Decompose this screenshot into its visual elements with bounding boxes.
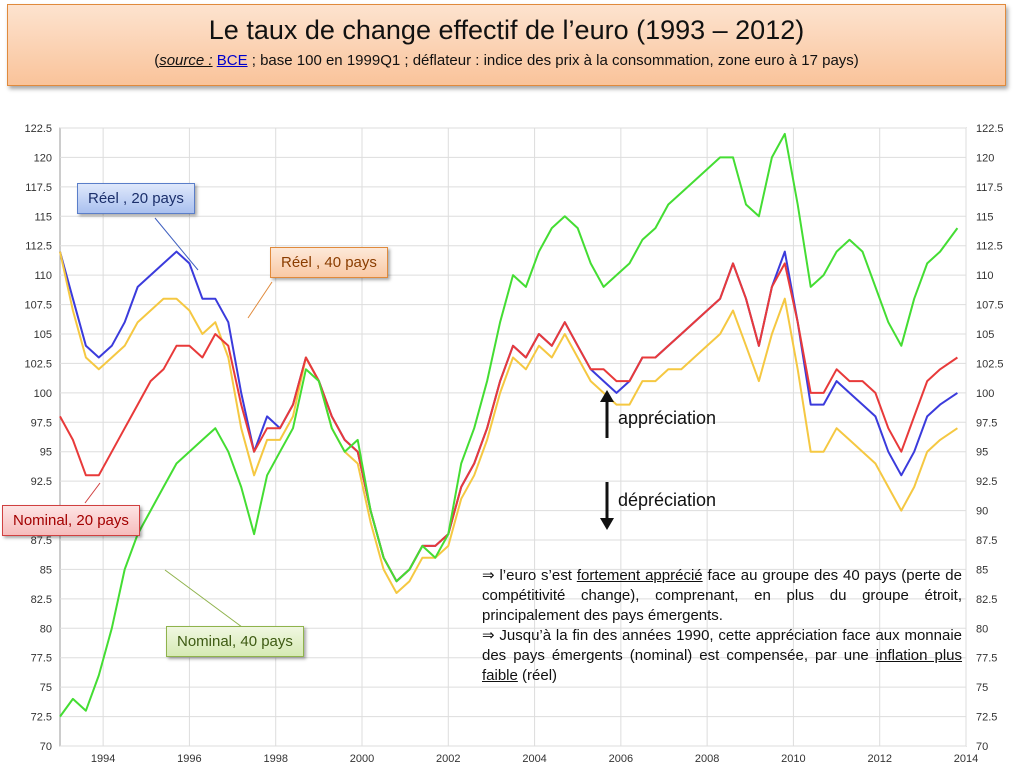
y-tick-label-right: 117.5 bbox=[976, 182, 1003, 194]
y-tick-label-right: 122.5 bbox=[976, 123, 1004, 135]
page-title: Le taux de change effectif de l’euro (19… bbox=[208, 15, 805, 45]
y-tick-label-left: 110 bbox=[34, 270, 52, 282]
p2-text-a: ⇒ Jusqu’à la fin des années 1990, cette … bbox=[482, 627, 962, 664]
p2-underlined: inflation plus faible bbox=[482, 647, 963, 684]
commentary: ⇒ l’euro s’est fortement apprécié face a… bbox=[482, 566, 962, 686]
y-tick-label-left: 117.5 bbox=[25, 182, 52, 194]
source-label: source : bbox=[159, 52, 213, 69]
title-banner: Le taux de change effectif de l’euro (19… bbox=[7, 4, 1006, 86]
legend-nominal-20: Nominal, 20 pays bbox=[2, 505, 140, 536]
p1-text-a: ⇒ l’euro s’est bbox=[482, 567, 577, 584]
y-tick-label-left: 87.5 bbox=[31, 535, 52, 547]
y-tick-label-right: 85 bbox=[976, 564, 988, 576]
x-tick-label: 1996 bbox=[177, 753, 201, 765]
y-tick-label-left: 95 bbox=[40, 447, 52, 459]
y-tick-label-left: 85 bbox=[40, 564, 52, 576]
x-tick-label: 2006 bbox=[609, 753, 633, 765]
y-tick-label-right: 70 bbox=[976, 741, 988, 753]
y-tick-label-left: 105 bbox=[34, 329, 52, 341]
p1-underlined: fortement apprécié bbox=[576, 567, 703, 584]
pointer-reel-20 bbox=[154, 217, 199, 271]
appreciation-label: appréciation bbox=[618, 408, 717, 428]
x-tick-label: 2004 bbox=[522, 753, 546, 765]
y-tick-label-right: 105 bbox=[976, 329, 994, 341]
y-tick-label-right: 115 bbox=[976, 211, 994, 223]
y-tick-label-left: 112.5 bbox=[25, 241, 52, 253]
y-tick-label-left: 70 bbox=[40, 741, 52, 753]
y-tick-label-right: 75 bbox=[976, 682, 988, 694]
depreciation-arrow-head bbox=[600, 518, 614, 530]
x-tick-label: 1998 bbox=[263, 753, 287, 765]
y-tick-label-left: 92.5 bbox=[31, 476, 52, 488]
depreciation-label: dépréciation bbox=[618, 490, 717, 510]
y-tick-label-right: 82.5 bbox=[976, 594, 997, 606]
y-tick-label-left: 100 bbox=[34, 388, 52, 400]
subtitle-rest: ; base 100 en 1999Q1 ; déflateur : indic… bbox=[247, 52, 859, 69]
commentary-p2: ⇒ Jusqu’à la fin des années 1990, cette … bbox=[482, 626, 962, 686]
y-tick-label-left: 107.5 bbox=[24, 300, 52, 312]
series-line-nom40 bbox=[59, 132, 959, 718]
legend-nominal-40: Nominal, 40 pays bbox=[166, 626, 304, 657]
y-tick-label-right: 77.5 bbox=[976, 653, 997, 665]
subtitle: (source : BCE ; base 100 en 1999Q1 ; déf… bbox=[8, 52, 1005, 69]
subtitle-open: ( bbox=[154, 52, 160, 69]
x-tick-label: 2002 bbox=[436, 753, 460, 765]
y-tick-label-right: 120 bbox=[976, 152, 994, 164]
y-tick-label-left: 82.5 bbox=[31, 594, 52, 606]
y-tick-label-right: 80 bbox=[976, 623, 988, 635]
series-line-reel40 bbox=[59, 251, 958, 594]
x-tick-label: 2000 bbox=[350, 753, 374, 765]
pointer-nominal-40 bbox=[164, 569, 247, 631]
y-tick-label-left: 72.5 bbox=[31, 712, 52, 724]
y-tick-label-left: 97.5 bbox=[31, 417, 52, 429]
x-tick-label: 2014 bbox=[954, 753, 978, 765]
y-tick-label-right: 72.5 bbox=[976, 712, 997, 724]
x-tick-label: 2010 bbox=[781, 753, 805, 765]
y-tick-label-right: 112.5 bbox=[976, 241, 1003, 253]
legend-reel-20: Réel , 20 pays bbox=[77, 183, 195, 214]
y-tick-label-right: 110 bbox=[976, 270, 994, 282]
y-tick-label-right: 107.5 bbox=[976, 300, 1004, 312]
source-link[interactable]: BCE bbox=[216, 52, 248, 69]
y-tick-label-left: 115 bbox=[34, 211, 52, 223]
y-tick-label-left: 102.5 bbox=[24, 358, 52, 370]
y-tick-label-right: 100 bbox=[976, 388, 994, 400]
series-line-nom20 bbox=[59, 262, 958, 583]
y-tick-label-left: 80 bbox=[40, 623, 52, 635]
pointer-reel-40 bbox=[247, 281, 273, 319]
y-tick-label-right: 97.5 bbox=[976, 417, 997, 429]
y-tick-label-left: 75 bbox=[40, 682, 52, 694]
commentary-p1: ⇒ l’euro s’est fortement apprécié face a… bbox=[482, 566, 962, 626]
x-tick-label: 2012 bbox=[867, 753, 891, 765]
y-tick-label-right: 87.5 bbox=[976, 535, 997, 547]
x-tick-label: 2008 bbox=[695, 753, 719, 765]
p2-text-b: (réel) bbox=[517, 667, 558, 684]
y-tick-label-right: 95 bbox=[976, 447, 988, 459]
y-tick-label-left: 122.5 bbox=[24, 123, 52, 135]
y-tick-label-right: 90 bbox=[976, 506, 988, 518]
pointer-nominal-20 bbox=[84, 482, 101, 504]
y-tick-label-right: 102.5 bbox=[976, 358, 1004, 370]
appreciation-arrow-head bbox=[600, 390, 614, 402]
legend-reel-40: Réel , 40 pays bbox=[270, 247, 388, 278]
x-tick-label: 1994 bbox=[91, 753, 115, 765]
y-tick-label-right: 92.5 bbox=[976, 476, 997, 488]
y-tick-label-left: 120 bbox=[34, 152, 52, 164]
p1-text-b: face au groupe des 40 pays (perte de com… bbox=[482, 567, 962, 624]
y-tick-label-left: 77.5 bbox=[31, 653, 52, 665]
